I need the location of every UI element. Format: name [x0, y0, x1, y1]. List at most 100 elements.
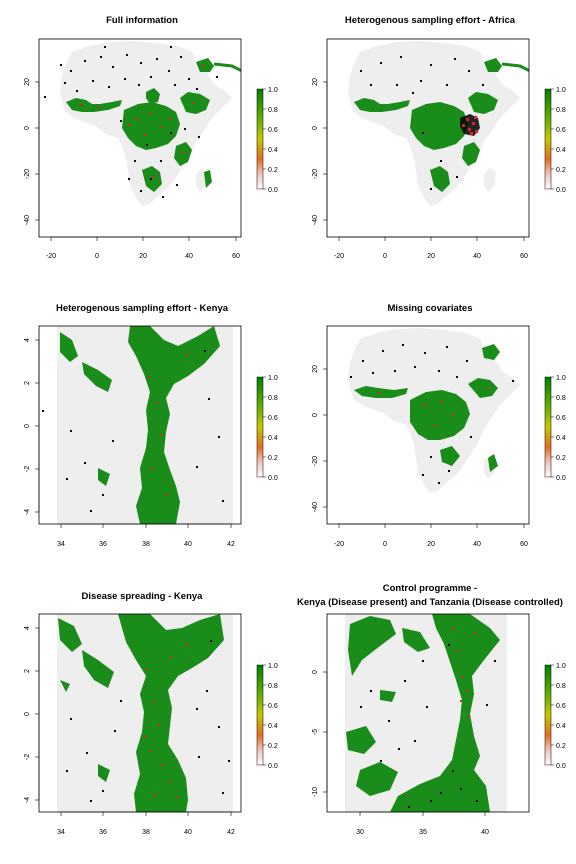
panel-disease-spreading: Disease spreading - Kenya	[24, 591, 278, 836]
y-tick-label: -4	[24, 509, 31, 515]
color-legend: 1.0 0.8 0.6 0.4 0.2 0.0	[544, 663, 566, 770]
y-tick-label: 0	[24, 712, 31, 716]
map-africa	[348, 328, 520, 493]
color-legend: 1.0 0.8 0.6 0.4 0.2 0.0	[256, 87, 278, 194]
legend-tick-label: 0.8	[268, 395, 278, 402]
map-kenya	[42, 326, 233, 524]
color-legend: 1.0 0.8 0.6 0.4 0.2 0.0	[544, 375, 566, 482]
x-axis: -20 0 20 40 60	[46, 236, 240, 260]
map-africa	[348, 41, 529, 206]
legend-tick-label: 0.2	[556, 167, 566, 174]
y-axis: 4 2 0 -2 -4	[24, 338, 40, 515]
y-tick-label: -40	[312, 502, 319, 512]
x-tick-label: 42	[227, 541, 235, 548]
x-axis: 34 36 38 40 42	[57, 811, 235, 836]
legend-tick-label: 0.2	[268, 167, 278, 174]
legend-tick-label: 0.8	[556, 395, 566, 402]
x-tick-label: 40	[184, 829, 192, 836]
legend-tick-label: 0.8	[268, 683, 278, 690]
panel-title-line-2: Kenya (Disease present) and Tanzania (Di…	[297, 597, 563, 608]
y-axis: 0 -5 -10	[312, 670, 328, 797]
x-tick-label: 20	[139, 253, 147, 260]
x-tick-label: 36	[99, 541, 107, 548]
legend-tick-label: 0.4	[556, 435, 566, 442]
legend-tick-label: 0.4	[556, 723, 566, 730]
legend-tick-label: 0.2	[556, 743, 566, 750]
y-tick-label: 0	[312, 126, 319, 130]
legend-tick-label: 0.4	[268, 723, 278, 730]
legend-tick-label: 1.0	[556, 375, 566, 382]
y-axis: 20 0 -20 -40	[312, 365, 328, 512]
legend-tick-label: 0.4	[556, 147, 566, 154]
x-tick-label: 38	[142, 541, 150, 548]
x-tick-label: 0	[383, 541, 387, 548]
x-tick-label: 40	[184, 541, 192, 548]
map-kenya	[57, 614, 233, 812]
map-kenya-tanzania	[345, 614, 507, 812]
legend-tick-label: 0.0	[268, 187, 278, 194]
x-tick-label: 42	[227, 829, 235, 836]
y-tick-label: -2	[24, 754, 31, 760]
panel-hetero-africa: Heterogenous sampling effort - Africa	[312, 15, 566, 260]
x-axis: 34 36 38 40 42	[57, 523, 235, 548]
x-axis: 30 35 40	[356, 811, 489, 836]
y-axis: 4 2 0 -2 -4	[24, 626, 40, 803]
x-tick-label: 30	[356, 829, 364, 836]
y-tick-label: 0	[312, 413, 319, 417]
map-africa	[44, 41, 241, 206]
legend-tick-label: 1.0	[268, 663, 278, 670]
y-tick-label: 2	[24, 381, 31, 385]
legend-tick-label: 0.6	[268, 415, 278, 422]
legend-tick-label: 0.8	[556, 107, 566, 114]
y-tick-label: 20	[24, 78, 31, 86]
legend-tick-label: 0.2	[268, 743, 278, 750]
color-legend: 1.0 0.8 0.6 0.4 0.2 0.0	[256, 663, 278, 770]
legend-tick-label: 1.0	[268, 87, 278, 94]
x-axis: -20 0 20 40 60	[334, 523, 528, 548]
x-tick-label: 40	[473, 541, 481, 548]
legend-tick-label: 1.0	[268, 375, 278, 382]
y-tick-label: 4	[24, 626, 31, 630]
y-axis: 20 0 -20 -40	[24, 78, 40, 225]
x-tick-label: 0	[95, 253, 99, 260]
y-tick-label: 0	[24, 126, 31, 130]
y-tick-label: 4	[24, 338, 31, 342]
legend-tick-label: 0.8	[268, 107, 278, 114]
y-axis: 20 0 -20 -40	[312, 78, 328, 225]
color-legend: 1.0 0.8 0.6 0.4 0.2 0.0	[256, 375, 278, 482]
x-tick-label: 40	[481, 829, 489, 836]
legend-tick-label: 0.0	[268, 763, 278, 770]
panel-control-programme: Control programme - Kenya (Disease prese…	[297, 583, 566, 836]
panel-title: Missing covariates	[387, 303, 472, 314]
legend-tick-label: 0.0	[556, 763, 566, 770]
y-tick-label: 2	[24, 669, 31, 673]
y-tick-label: 0	[312, 670, 319, 674]
x-tick-label: 60	[232, 253, 240, 260]
x-axis: -20 0 20 40 60	[334, 236, 528, 260]
y-tick-label: 20	[312, 365, 319, 373]
x-tick-label: 38	[142, 829, 150, 836]
legend-tick-label: 0.6	[556, 415, 566, 422]
x-tick-label: 36	[99, 829, 107, 836]
legend-tick-label: 0.8	[556, 683, 566, 690]
x-tick-label: -20	[334, 541, 344, 548]
y-tick-label: -2	[24, 466, 31, 472]
x-tick-label: 60	[520, 253, 528, 260]
legend-tick-label: 0.4	[268, 147, 278, 154]
legend-tick-label: 0.2	[556, 455, 566, 462]
panel-missing-covariates: Missing covariates	[312, 303, 566, 548]
y-tick-label: 0	[24, 424, 31, 428]
panel-hetero-kenya: Heterogenous sampling effort - Kenya 3	[24, 303, 278, 548]
legend-tick-label: 0.0	[556, 475, 566, 482]
legend-tick-label: 0.2	[268, 455, 278, 462]
y-tick-label: -10	[312, 787, 319, 797]
x-tick-label: -20	[46, 253, 56, 260]
x-tick-label: 60	[520, 541, 528, 548]
x-tick-label: -20	[334, 253, 344, 260]
x-tick-label: 20	[427, 253, 435, 260]
x-tick-label: 0	[383, 253, 387, 260]
legend-tick-label: 0.0	[556, 187, 566, 194]
y-tick-label: -20	[24, 169, 31, 179]
x-tick-label: 40	[473, 253, 481, 260]
